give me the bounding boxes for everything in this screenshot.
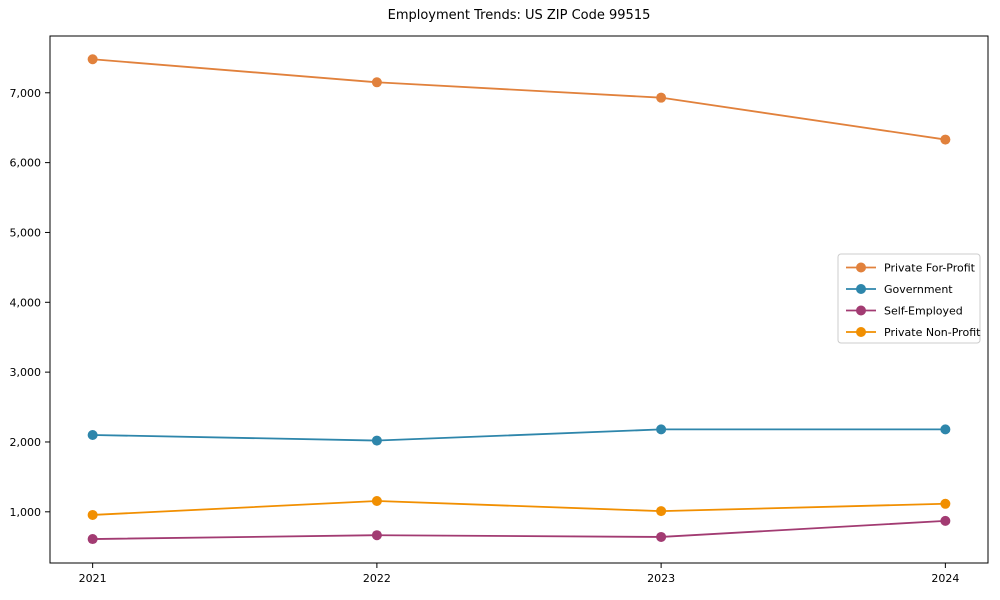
y-tick-label: 3,000 <box>10 366 42 379</box>
legend-marker-dot <box>856 262 866 273</box>
legend-marker-dot <box>856 327 866 337</box>
x-tick-label: 2022 <box>363 572 391 585</box>
series-line-self-employed <box>91 519 947 540</box>
legend-label: Private Non-Profit <box>884 326 981 339</box>
data-point-self-employed <box>87 534 98 545</box>
data-point-self-employed <box>656 531 667 542</box>
data-point-private-non-profit <box>371 495 382 506</box>
series-line-private-for-profit <box>91 58 947 141</box>
data-point-private-for-profit <box>940 134 951 145</box>
legend: Private For-Profit Government Self-Employe… <box>837 253 981 344</box>
y-tick-label: 5,000 <box>10 226 42 239</box>
chart-title: Employment Trends: US ZIP Code 99515 <box>387 8 651 23</box>
legend-marker-dot <box>856 284 866 294</box>
series-line-private-non-profit <box>91 500 947 516</box>
x-tick-label: 2021 <box>79 572 107 585</box>
data-point-private-non-profit <box>656 506 667 517</box>
plot-frame <box>49 35 989 564</box>
data-point-private-non-profit <box>940 498 951 509</box>
legend-marker-dot <box>856 305 866 316</box>
legend-label: Self-Employed <box>884 305 963 318</box>
data-point-self-employed <box>940 515 951 526</box>
legend-label: Government <box>884 283 953 296</box>
data-point-self-employed <box>371 530 382 541</box>
data-point-government <box>87 429 98 440</box>
legend-box <box>837 253 981 344</box>
y-tick-label: 2,000 <box>10 436 42 449</box>
data-point-private-for-profit <box>87 54 98 65</box>
y-tick-label: 7,000 <box>10 87 42 100</box>
y-tick-label: 1,000 <box>10 506 42 519</box>
data-point-private-non-profit <box>87 509 98 520</box>
data-point-government <box>371 435 382 446</box>
data-point-government <box>656 424 667 435</box>
x-tick-label: 2024 <box>931 572 959 585</box>
legend-label: Private For-Profit <box>884 262 976 275</box>
data-point-private-for-profit <box>371 77 382 88</box>
data-point-government <box>940 424 951 435</box>
x-tick-label: 2023 <box>647 572 675 585</box>
series-line-government <box>91 428 947 442</box>
y-tick-label: 4,000 <box>10 296 42 309</box>
data-point-private-for-profit <box>656 92 667 103</box>
y-tick-label: 6,000 <box>10 157 42 170</box>
